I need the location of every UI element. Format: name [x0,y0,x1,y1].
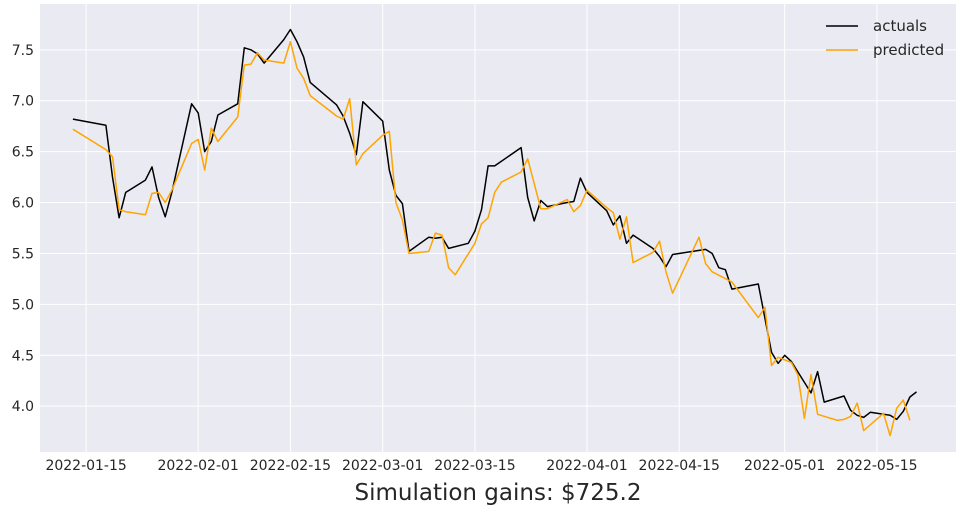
x-tick-label: 2022-03-15 [434,458,515,474]
series-lines [72,28,917,437]
x-tick-label: 2022-03-01 [342,458,423,474]
y-axis-ticks: 4.0 4.5 5.0 5.5 6.0 6.5 7.0 7.5 [12,43,34,415]
x-tick-label: 2022-04-15 [639,458,720,474]
x-axis-label: Simulation gains: $725.2 [354,480,641,506]
legend-label-actuals: actuals [873,17,927,35]
x-tick-label: 2022-04-01 [546,458,627,474]
series-line-predicted [72,40,911,437]
x-tick-label: 2022-01-15 [45,458,126,474]
y-tick-label: 7.0 [12,94,34,110]
x-tick-label: 2022-05-01 [744,458,825,474]
x-tick-label: 2022-02-01 [157,458,238,474]
legend: actuals predicted [826,17,944,59]
y-tick-label: 6.0 [12,196,34,212]
x-tick-label: 2022-05-15 [836,458,917,474]
y-tick-label: 5.5 [12,246,34,262]
y-tick-label: 4.5 [12,348,34,364]
x-tick-label: 2022-02-15 [250,458,331,474]
legend-label-predicted: predicted [873,41,944,59]
y-tick-label: 6.5 [12,145,34,161]
series-line-actuals [72,28,917,421]
y-tick-label: 5.0 [12,297,34,313]
x-axis-ticks: 2022-01-15 2022-02-01 2022-02-15 2022-03-01… [45,458,917,474]
grid-lines [40,4,956,452]
y-tick-label: 4.0 [12,399,34,415]
y-tick-label: 7.5 [12,43,34,59]
plot-area [40,4,956,452]
